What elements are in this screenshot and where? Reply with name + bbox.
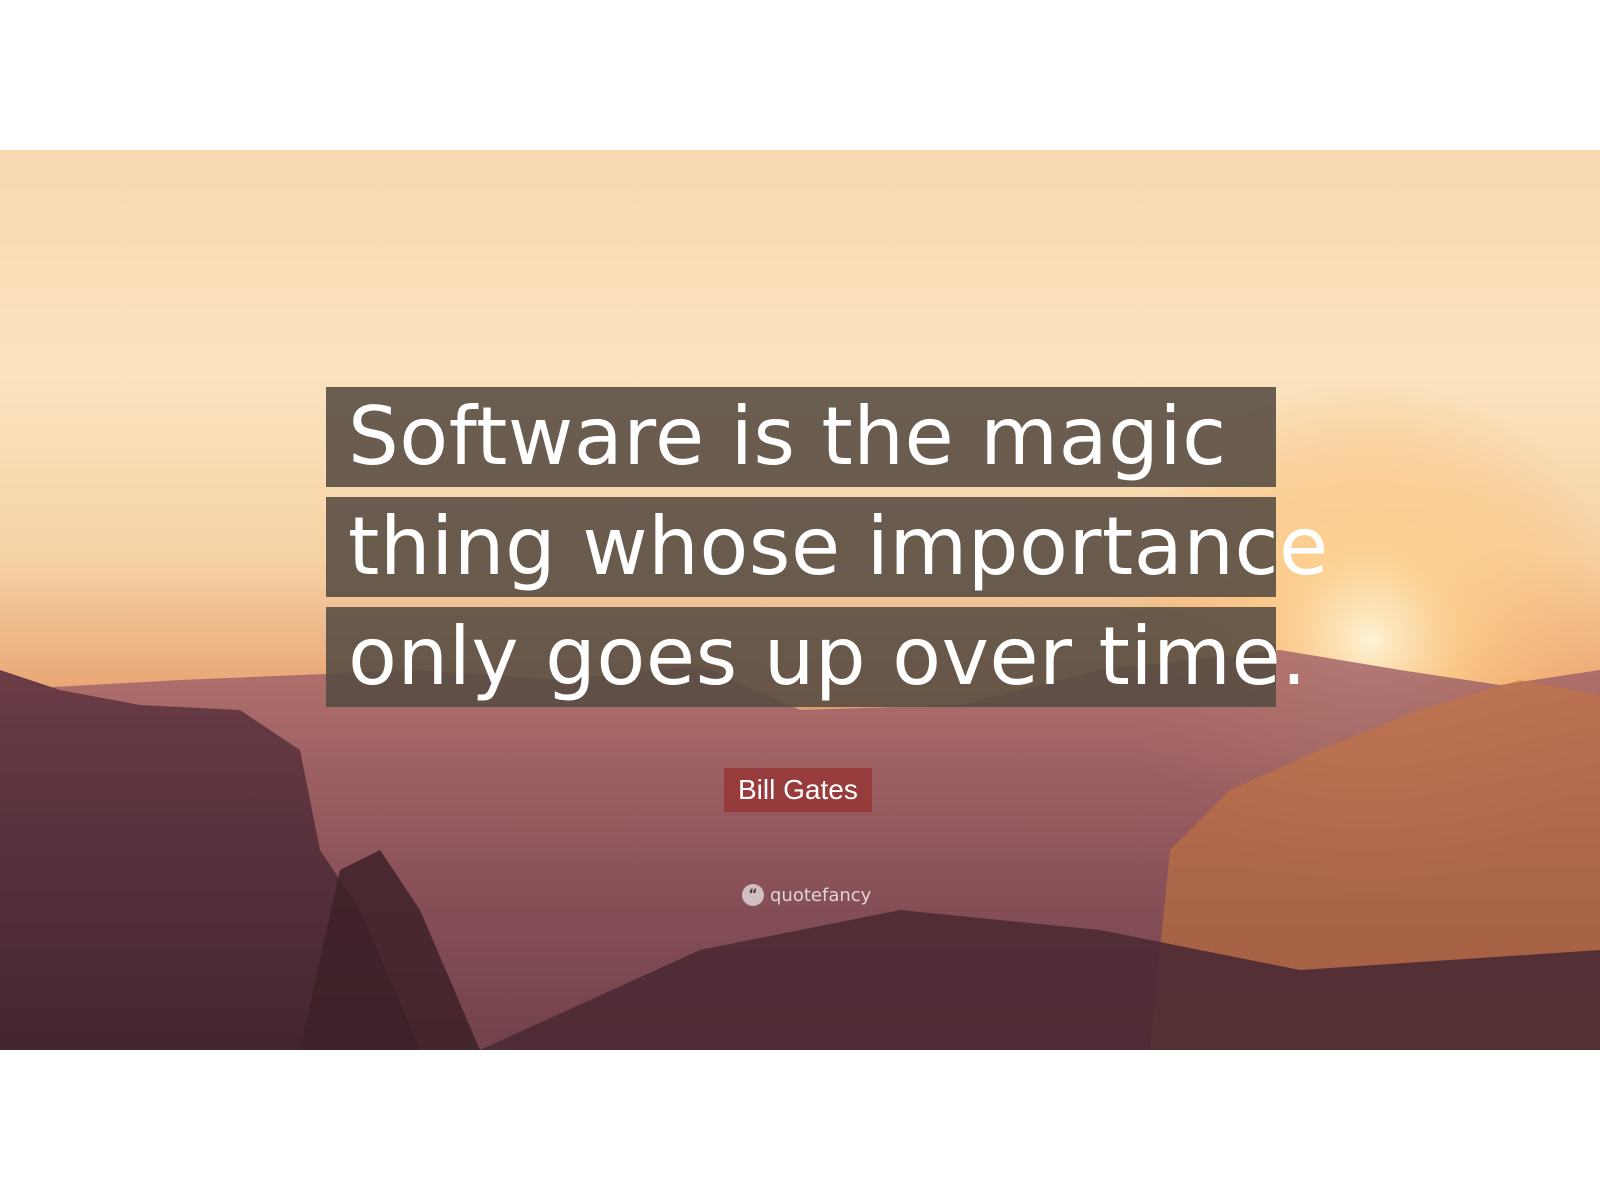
quote-mark-icon: “ xyxy=(742,884,764,906)
quote-block: Software is the magic thing whose import… xyxy=(326,387,1328,717)
quote-line: only goes up over time. xyxy=(326,607,1307,707)
background-photo xyxy=(0,150,1600,1050)
mountain-landscape xyxy=(0,380,1600,1050)
quote-line: thing whose importance xyxy=(326,497,1328,597)
quote-line: Software is the magic xyxy=(326,387,1276,487)
brand-name: quotefancy xyxy=(770,884,872,906)
brand-logo: “ quotefancy xyxy=(742,884,871,906)
author-label: Bill Gates xyxy=(724,768,872,812)
